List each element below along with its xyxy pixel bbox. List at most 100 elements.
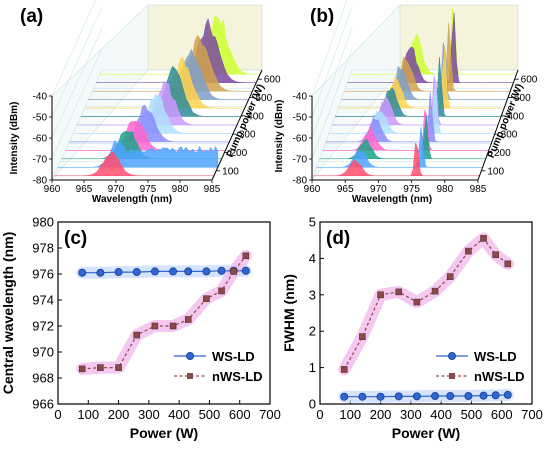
panel-b: 960 965 970 975 980 985 -40 -50 -60 -70 -80 100 200 3… — [274, 0, 538, 205]
panel-d-legend: WS-LD nWS-LD — [436, 349, 525, 384]
a-ztick-label: 600 — [264, 75, 281, 86]
c-ytick-label: 976 — [32, 267, 54, 282]
panel-d-ticks: 0 100 200 300 400 500 600 700 0 1 2 3 4 5 — [309, 215, 543, 423]
c-series-1-point — [78, 365, 86, 373]
c-legend-nws-label: nWS-LD — [212, 369, 263, 384]
c-xtick-label: 400 — [168, 407, 190, 422]
a-xtick-label: 980 — [172, 184, 189, 195]
b-spectrum-trace — [316, 126, 483, 168]
d-ytick-label: 2 — [309, 324, 316, 339]
panel-d-markers — [340, 235, 512, 401]
panel-a-xlabel: Wavelength (nm) — [92, 194, 172, 205]
a-xtick-label: 965 — [76, 184, 93, 195]
b-spectrum-trace — [347, 12, 514, 83]
d-series-0-point — [340, 392, 349, 401]
d-ytick-label: 1 — [309, 360, 316, 375]
c-series-0-point — [169, 267, 178, 276]
d-series-0-point — [503, 390, 512, 399]
d-series-0-point — [394, 392, 403, 401]
d-xtick-label: 200 — [370, 407, 392, 422]
d-series-0-point — [376, 392, 385, 401]
b-xtick-label: 960 — [304, 184, 321, 195]
c-ytick-label: 968 — [32, 371, 54, 386]
c-series-1-point — [184, 316, 192, 323]
d-series-1-point — [359, 333, 366, 340]
a-spectrum-trace — [73, 93, 234, 134]
c-xtick-label: 100 — [77, 407, 99, 422]
b-wall-grid-line — [311, 6, 353, 118]
b-ztick-label: 300 — [501, 130, 518, 141]
b-wall-grid-line — [311, 27, 353, 139]
d-series-1-point — [340, 366, 348, 373]
panel-a-ticks: 960 965 970 975 980 985 -40 -50 -60 -70 -80 100 200 3… — [33, 75, 281, 195]
c-series-1-point — [218, 287, 225, 295]
a-xtick-label: 975 — [140, 184, 157, 195]
d-xtick-label: 100 — [339, 407, 361, 422]
c-series-1-point — [115, 364, 122, 371]
c-ytick-label: 974 — [32, 293, 54, 308]
c-legend-ws-label: WS-LD — [212, 349, 255, 364]
b-spectrum-trace — [335, 57, 502, 117]
panel-b-xlabel: Wavelength (nm) — [352, 194, 432, 205]
b-ytick-label: -80 — [293, 176, 308, 187]
d-series-1-point — [465, 247, 472, 255]
c-series-0-point — [114, 268, 123, 277]
d-series-0-point — [464, 391, 473, 400]
a-xtick-label: 970 — [108, 184, 125, 195]
panel-c-ticks: 0 100 200 300 400 500 600 700 966 968 970 972 974 976… — [32, 215, 281, 423]
d-series-1-point — [431, 287, 439, 295]
d-xtick-label: 600 — [491, 407, 513, 422]
d-legend-ws-label: WS-LD — [474, 349, 517, 364]
d-series-1-point — [446, 273, 454, 280]
b-spectrum-trace — [319, 116, 486, 160]
d-series-0-point — [412, 392, 421, 401]
b-xtick-label: 970 — [370, 184, 387, 195]
c-series-1-point — [133, 331, 141, 339]
panel-d-xlabel: Power (W) — [392, 425, 460, 441]
b-ztick-label: 500 — [514, 93, 531, 104]
b-spectrum-trace — [313, 142, 480, 177]
c-series-1-point — [169, 322, 177, 330]
c-series-0-point — [241, 266, 250, 275]
b-ytick-label: -50 — [293, 113, 308, 124]
b-spectrum-trace — [332, 75, 498, 126]
c-legend-ws-marker — [185, 351, 194, 360]
c-series-0-point — [217, 266, 226, 275]
panel-c-frame — [57, 221, 271, 405]
c-ytick-label: 966 — [32, 397, 54, 412]
d-ytick-label: 0 — [309, 397, 316, 412]
c-series-0-point — [96, 268, 105, 277]
a-wall-grid-line — [51, 48, 103, 160]
c-ytick-label: 970 — [32, 345, 54, 360]
c-xtick-label: 0 — [54, 407, 61, 422]
a-wall-grid-line — [51, 0, 96, 97]
a-ytick-label: -50 — [33, 113, 48, 124]
panel-c: 0 100 200 300 400 500 600 700 966 968 970 972 974 976… — [0, 215, 281, 442]
d-xtick-label: 400 — [430, 407, 452, 422]
b-xtick-label: 980 — [436, 184, 453, 195]
d-xtick-label: 0 — [316, 407, 323, 422]
c-xtick-label: 300 — [138, 407, 160, 422]
b-wall-grid-line — [311, 48, 353, 160]
c-series-1-point — [230, 268, 237, 275]
panel-a: 960 965 970 975 980 985 -40 -50 -60 -70 -80 100 200 3… — [9, 0, 281, 205]
c-series-0-point — [132, 268, 141, 277]
panel-d-frame — [319, 221, 533, 405]
d-series-0-point — [431, 391, 440, 400]
d-series-1-point — [492, 251, 499, 259]
c-xtick-label: 700 — [259, 407, 281, 422]
a-ztick-label: 400 — [247, 111, 264, 122]
d-series-0-point — [446, 391, 455, 400]
d-ytick-label: 4 — [309, 251, 316, 266]
d-xtick-label: 300 — [400, 407, 422, 422]
panel-d-label: (d) — [326, 228, 350, 249]
d-series-1-point — [480, 235, 487, 242]
panel-d: 0 100 200 300 400 500 600 700 0 1 2 3 4 5 WS-LD nWS-LD… — [281, 215, 543, 442]
b-spectrum-trace — [341, 42, 508, 100]
a-xtick-label: 985 — [204, 184, 221, 195]
c-series-0-point — [184, 267, 193, 276]
c-series-0-point — [150, 267, 159, 276]
b-ytick-label: -40 — [293, 92, 308, 103]
